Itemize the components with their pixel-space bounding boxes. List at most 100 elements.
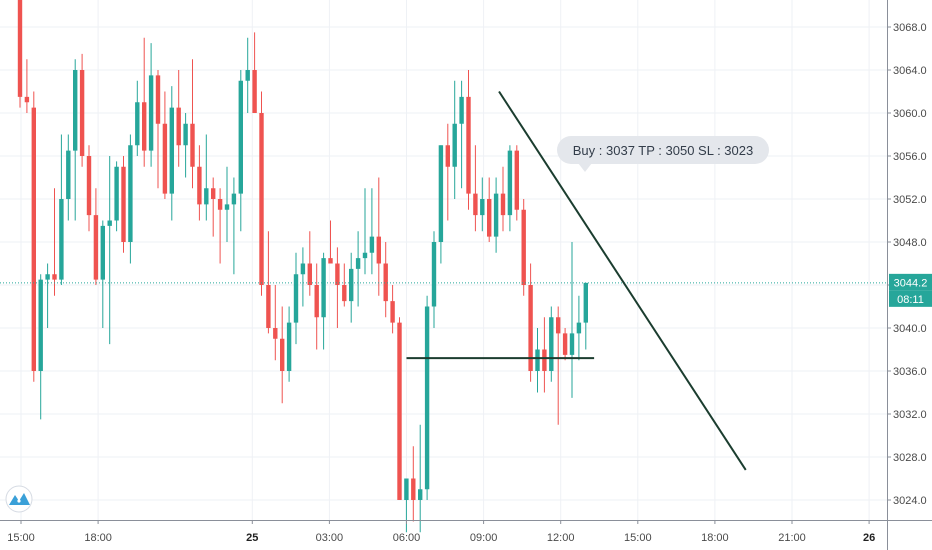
- candle[interactable]: [342, 263, 347, 307]
- candle[interactable]: [500, 166, 506, 232]
- candle[interactable]: [259, 91, 264, 296]
- candle[interactable]: [231, 177, 237, 275]
- candle[interactable]: [528, 263, 533, 382]
- candle[interactable]: [383, 242, 388, 318]
- candle[interactable]: [487, 177, 492, 243]
- candle[interactable]: [86, 145, 92, 232]
- candle[interactable]: [252, 32, 257, 113]
- logo-mark: [9, 493, 30, 505]
- candle[interactable]: [190, 59, 195, 189]
- x-tick-label: 09:00: [470, 532, 498, 544]
- candle[interactable]: [273, 285, 278, 361]
- candle-body: [576, 322, 582, 334]
- candle[interactable]: [155, 70, 161, 189]
- candle-body: [362, 252, 368, 259]
- candle[interactable]: [286, 306, 292, 382]
- candle[interactable]: [121, 156, 126, 253]
- candle[interactable]: [480, 177, 485, 232]
- candle[interactable]: [521, 199, 526, 296]
- tradingview-logo-icon[interactable]: [5, 485, 33, 513]
- x-tick-label: 21:00: [778, 532, 806, 544]
- candle[interactable]: [162, 91, 168, 200]
- candle[interactable]: [211, 177, 216, 237]
- candle[interactable]: [31, 91, 36, 382]
- candle[interactable]: [576, 295, 582, 361]
- candle[interactable]: [142, 37, 147, 167]
- candle[interactable]: [459, 80, 464, 189]
- candle-body: [383, 263, 388, 302]
- trade-note-callout[interactable]: Buy : 3037 TP : 3050 SL : 3023: [557, 136, 769, 172]
- candle[interactable]: [73, 59, 78, 221]
- candle[interactable]: [280, 306, 285, 404]
- candle[interactable]: [507, 145, 513, 232]
- candle[interactable]: [128, 134, 133, 264]
- candle-body: [549, 317, 554, 371]
- candle[interactable]: [52, 188, 57, 296]
- candle[interactable]: [569, 242, 575, 398]
- candle[interactable]: [355, 231, 361, 307]
- candle[interactable]: [556, 306, 561, 425]
- candle[interactable]: [217, 188, 223, 264]
- candle[interactable]: [349, 252, 354, 323]
- candle[interactable]: [45, 263, 50, 329]
- candle[interactable]: [114, 161, 119, 232]
- candle[interactable]: [438, 145, 444, 264]
- candle[interactable]: [583, 282, 588, 350]
- candle[interactable]: [183, 113, 188, 178]
- candle[interactable]: [549, 306, 554, 382]
- candle[interactable]: [66, 134, 71, 221]
- candle[interactable]: [148, 43, 154, 167]
- candle[interactable]: [224, 166, 230, 242]
- candle[interactable]: [390, 285, 395, 334]
- candle[interactable]: [397, 317, 402, 500]
- candle[interactable]: [197, 145, 202, 221]
- y-axis-ticks[interactable]: 3024.03028.03032.03036.03040.03044.03048…: [887, 22, 927, 507]
- x-tick-label: 25: [246, 532, 258, 544]
- candle[interactable]: [404, 478, 409, 533]
- candle[interactable]: [245, 37, 250, 113]
- candle[interactable]: [328, 220, 333, 264]
- candle[interactable]: [424, 295, 430, 500]
- candle[interactable]: [107, 156, 112, 345]
- candle[interactable]: [321, 252, 326, 350]
- candle[interactable]: [176, 70, 181, 167]
- candle[interactable]: [376, 177, 381, 296]
- candle[interactable]: [493, 177, 499, 253]
- candle[interactable]: [431, 231, 437, 328]
- candle[interactable]: [24, 59, 30, 113]
- candle[interactable]: [307, 231, 312, 296]
- candle[interactable]: [418, 424, 423, 533]
- drawings[interactable]: [0, 90, 887, 471]
- candle[interactable]: [38, 274, 43, 420]
- candle[interactable]: [362, 188, 368, 275]
- candle[interactable]: [535, 328, 540, 393]
- candle[interactable]: [17, 0, 23, 108]
- candle[interactable]: [204, 134, 209, 221]
- trendline[interactable]: [498, 90, 747, 471]
- candle[interactable]: [238, 70, 243, 232]
- x-axis-ticks[interactable]: 15:00 18:00 25 03:00 06:00 09:00 12:00 15:00 18:…: [7, 520, 875, 544]
- candle[interactable]: [445, 123, 450, 221]
- candle[interactable]: [135, 80, 140, 156]
- candle[interactable]: [293, 252, 299, 345]
- candle[interactable]: [100, 220, 105, 329]
- candle[interactable]: [466, 70, 471, 210]
- candle[interactable]: [266, 231, 271, 334]
- candle[interactable]: [79, 53, 85, 167]
- candle[interactable]: [411, 446, 416, 522]
- candles[interactable]: [17, 0, 588, 533]
- candle[interactable]: [514, 145, 519, 221]
- candle[interactable]: [300, 247, 306, 307]
- candle[interactable]: [369, 188, 375, 275]
- candle[interactable]: [59, 134, 64, 286]
- candle[interactable]: [169, 86, 174, 221]
- candle[interactable]: [314, 263, 319, 350]
- candle[interactable]: [562, 328, 568, 361]
- candle[interactable]: [93, 188, 99, 285]
- candle[interactable]: [335, 247, 340, 328]
- candle[interactable]: [542, 317, 547, 393]
- candle[interactable]: [473, 145, 478, 232]
- candle-body: [473, 193, 478, 216]
- candle[interactable]: [452, 80, 457, 199]
